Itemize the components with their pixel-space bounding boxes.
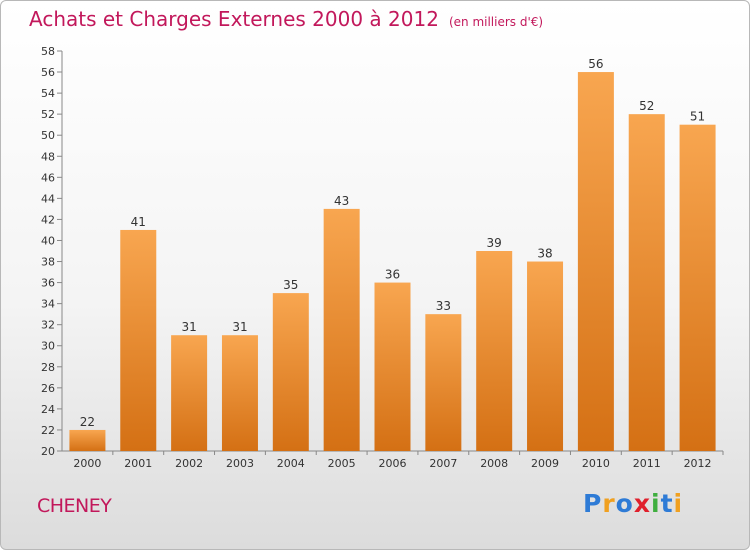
y-tick-label: 28 [41, 361, 55, 374]
x-tick-label: 2003 [226, 457, 254, 470]
bar [171, 335, 208, 451]
y-tick-label: 48 [41, 150, 55, 163]
bar [425, 314, 462, 451]
y-tick-label: 22 [41, 424, 55, 437]
y-tick-label: 52 [41, 108, 55, 121]
x-tick-label: 2012 [684, 457, 712, 470]
x-tick-label: 2010 [582, 457, 610, 470]
data-label: 56 [588, 57, 603, 71]
bar [272, 293, 309, 451]
data-label: 51 [690, 110, 705, 124]
y-tick-label: 40 [41, 234, 55, 247]
value-labels: 22 41 31 31 35 43 36 33 39 38 56 52 51 [80, 57, 705, 429]
bar [679, 124, 716, 452]
chart-title-text: Achats et Charges Externes 2000 à 2012 [29, 7, 439, 31]
y-tick-label: 42 [41, 213, 55, 226]
logo-letter: P [583, 489, 603, 518]
bar [577, 72, 614, 451]
y-tick-label: 32 [41, 319, 55, 332]
data-label: 31 [232, 320, 247, 334]
bar [221, 335, 258, 451]
data-label: 36 [385, 268, 400, 282]
bar [374, 282, 411, 451]
y-tick-label: 36 [41, 277, 55, 290]
x-tick-label: 2005 [328, 457, 356, 470]
logo-letter: r [602, 489, 616, 518]
y-tick-label: 56 [41, 66, 55, 79]
y-tick-label: 20 [41, 445, 55, 458]
data-label: 41 [131, 215, 146, 229]
x-tick-label: 2008 [480, 457, 508, 470]
x-tick-label: 2001 [124, 457, 152, 470]
proxiti-logo: Proxiti [583, 489, 683, 518]
bar [476, 251, 513, 451]
bar [527, 261, 564, 451]
logo-letter: i [651, 489, 661, 518]
x-tick-label: 2011 [633, 457, 661, 470]
logo-letter: o [615, 489, 634, 518]
chart-title: Achats et Charges Externes 2000 à 2012 (e… [29, 7, 543, 31]
data-label: 39 [487, 236, 502, 250]
y-tick-label: 44 [41, 192, 55, 205]
logo-letter: i [673, 489, 684, 518]
data-label: 31 [181, 320, 196, 334]
y-tick-label: 54 [41, 87, 55, 100]
bar [628, 114, 665, 451]
y-tick-label: 38 [41, 256, 55, 269]
bar [323, 208, 360, 451]
y-tick-label: 24 [41, 403, 55, 416]
y-tick-label: 58 [41, 45, 55, 58]
data-label: 22 [80, 415, 95, 429]
x-axis: 2000 2001 2002 2003 2004 2005 2006 2007 2008 2009… [62, 450, 724, 470]
logo-letter: x [633, 489, 651, 518]
data-label: 33 [436, 299, 451, 313]
bar [69, 429, 106, 451]
chart-unit: (en milliers d'€) [448, 15, 544, 29]
x-tick-label: 2009 [531, 457, 559, 470]
x-tick-label: 2006 [379, 457, 407, 470]
data-label: 35 [283, 278, 298, 292]
commune-name: CHENEY [37, 495, 112, 517]
data-label: 38 [537, 247, 552, 261]
x-tick-label: 2007 [429, 457, 457, 470]
data-label: 43 [334, 194, 349, 208]
data-label: 52 [639, 99, 654, 113]
y-tick-label: 50 [41, 129, 55, 142]
y-tick-label: 34 [41, 298, 55, 311]
bar [120, 229, 157, 451]
y-axis: 20 22 24 26 28 30 32 34 36 38 40 42 44 46 48 50 52 54 56 58 [41, 45, 63, 458]
x-tick-label: 2000 [73, 457, 101, 470]
x-tick-label: 2002 [175, 457, 203, 470]
bars [69, 72, 716, 452]
y-tick-label: 46 [41, 171, 55, 184]
x-tick-label: 2004 [277, 457, 305, 470]
logo-letter: t [660, 489, 674, 518]
y-tick-label: 26 [41, 382, 55, 395]
y-tick-label: 30 [41, 340, 55, 353]
